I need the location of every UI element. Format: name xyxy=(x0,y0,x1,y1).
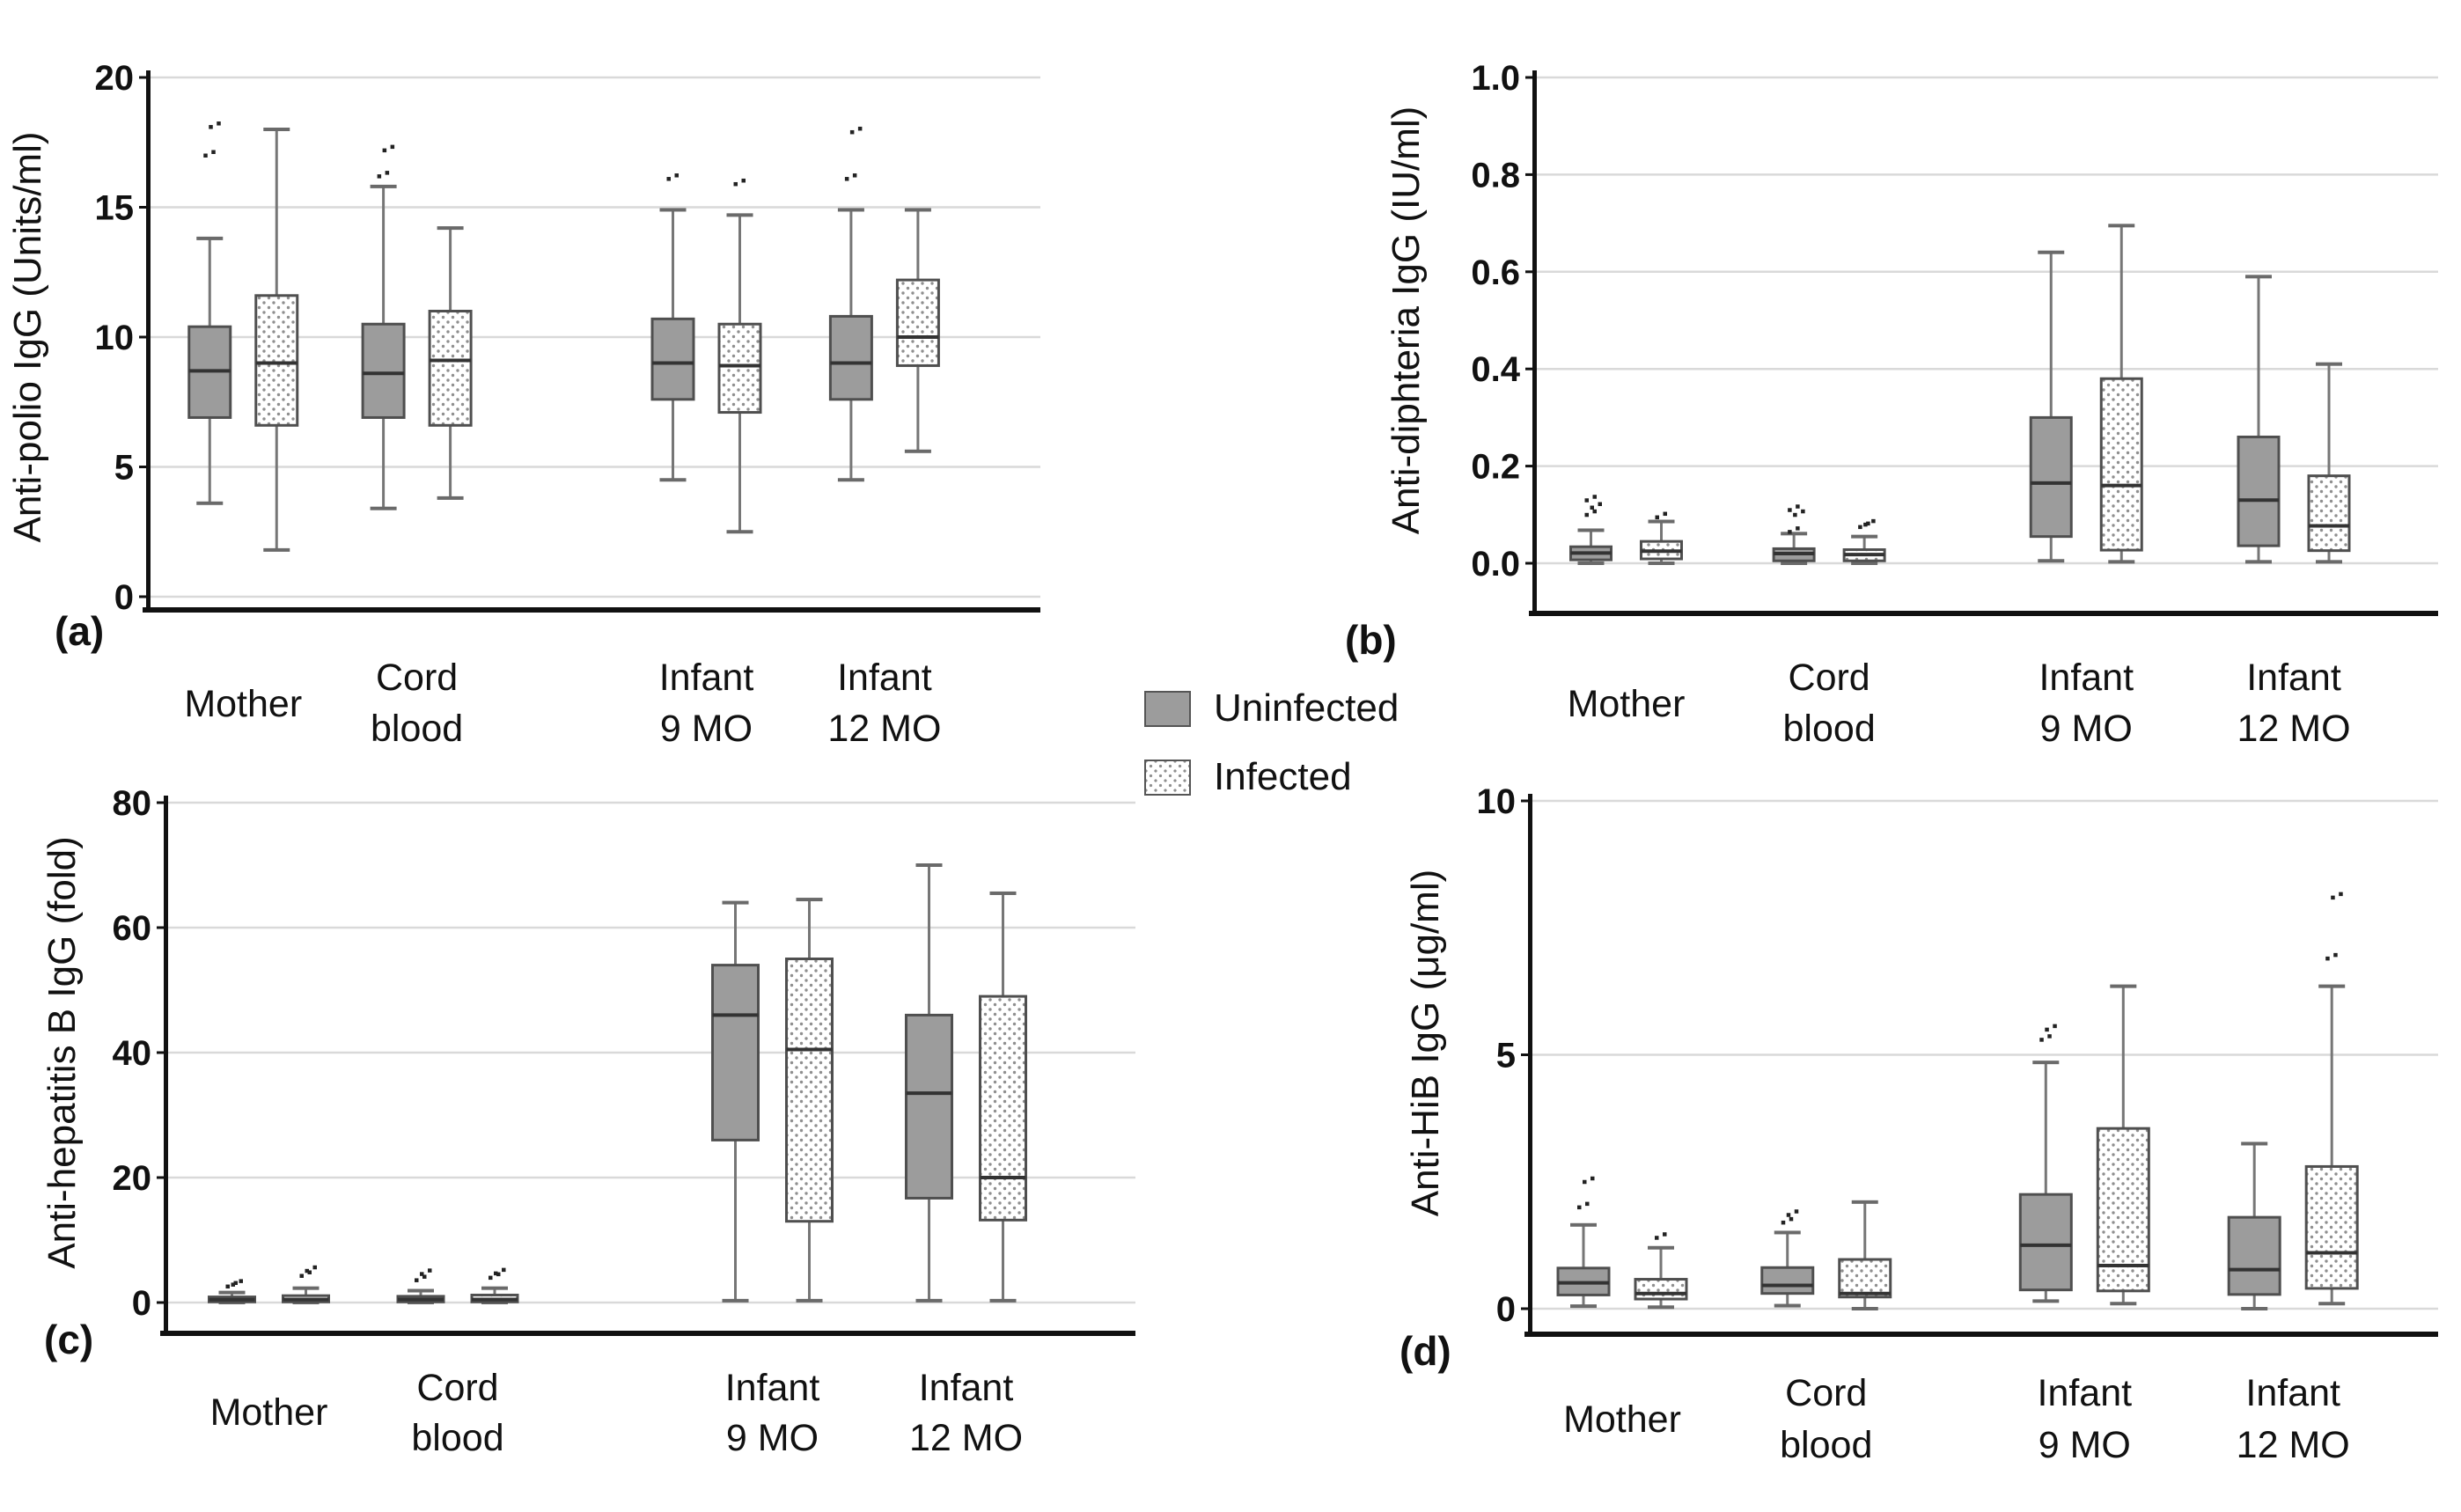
svg-text:Mother: Mother xyxy=(210,1391,328,1434)
svg-text:Infant: Infant xyxy=(2038,1372,2133,1414)
box-d-3-infected xyxy=(2304,892,2359,1306)
svg-text:Mother: Mother xyxy=(184,683,302,725)
uninfected-swatch-icon xyxy=(1144,690,1191,727)
svg-text:9 MO: 9 MO xyxy=(2039,1424,2131,1466)
svg-text:Infant: Infant xyxy=(2039,657,2134,699)
box-b-2-uninfected xyxy=(2029,250,2073,563)
svg-text:blood: blood xyxy=(371,708,463,750)
box-d-1-uninfected xyxy=(1760,1209,1815,1308)
box-b-3-uninfected xyxy=(2237,275,2281,564)
box-c-1-uninfected xyxy=(396,1268,445,1304)
box-a-0-uninfected xyxy=(187,121,232,505)
svg-text:5: 5 xyxy=(1496,1037,1516,1075)
box-c-2-uninfected xyxy=(711,900,760,1303)
box-d-0-infected xyxy=(1634,1232,1688,1310)
panel-letter-c: (c) xyxy=(44,1317,94,1362)
svg-text:12 MO: 12 MO xyxy=(827,708,941,750)
infected-swatch-icon xyxy=(1144,759,1191,796)
svg-text:15: 15 xyxy=(95,189,135,228)
box-c-2-infected xyxy=(785,898,834,1303)
panel-a: 0 5 10 15 20 Anti-polio IgG (Units/ml) Mother C… xyxy=(6,59,1040,750)
svg-text:Cord: Cord xyxy=(1789,657,1870,699)
legend-item-infected: Infected xyxy=(1144,755,1399,799)
svg-text:0: 0 xyxy=(114,578,134,617)
panel-b: 0.0 0.2 0.4 0.6 0.8 1.0 Anti-diphteria IgG (IU… xyxy=(1385,59,2438,750)
legend-label-uninfected: Uninfected xyxy=(1214,686,1399,730)
svg-text:Infant: Infant xyxy=(2246,657,2341,699)
svg-text:1.0: 1.0 xyxy=(1471,59,1520,98)
svg-text:60: 60 xyxy=(113,909,152,948)
legend-label-infected: Infected xyxy=(1214,755,1352,798)
box-a-2-infected xyxy=(717,178,762,534)
svg-text:Cord: Cord xyxy=(416,1367,498,1409)
svg-text:Infant: Infant xyxy=(837,657,932,699)
svg-text:80: 80 xyxy=(113,784,152,823)
box-a-1-uninfected xyxy=(361,144,406,510)
svg-text:5: 5 xyxy=(114,449,134,488)
svg-text:Infant: Infant xyxy=(919,1367,1014,1409)
svg-text:20: 20 xyxy=(95,59,135,98)
box-d-1-infected xyxy=(1838,1200,1892,1310)
svg-text:0.4: 0.4 xyxy=(1471,350,1520,389)
svg-text:0.0: 0.0 xyxy=(1471,545,1520,584)
svg-text:12 MO: 12 MO xyxy=(2237,708,2350,750)
svg-text:Anti-diphteria IgG (IU/ml): Anti-diphteria IgG (IU/ml) xyxy=(1385,106,1428,535)
box-d-0-uninfected xyxy=(1556,1176,1611,1309)
panel-letter-a: (a) xyxy=(55,608,105,654)
svg-text:Anti-HiB IgG (μg/ml): Anti-HiB IgG (μg/ml) xyxy=(1404,870,1447,1217)
box-c-0-uninfected xyxy=(208,1279,256,1304)
box-a-3-infected xyxy=(895,208,940,453)
svg-text:0.6: 0.6 xyxy=(1471,253,1520,292)
svg-text:0.8: 0.8 xyxy=(1471,156,1520,195)
svg-text:0.2: 0.2 xyxy=(1471,448,1520,487)
svg-text:20: 20 xyxy=(113,1159,152,1198)
svg-text:blood: blood xyxy=(411,1417,503,1459)
legend: Uninfected Infected xyxy=(1144,686,1399,824)
box-a-1-infected xyxy=(428,226,473,500)
svg-text:40: 40 xyxy=(113,1034,152,1073)
box-a-3-uninfected xyxy=(828,126,873,482)
box-b-3-infected xyxy=(2307,362,2351,564)
panel-c: 0 20 40 60 80 Anti-hepatitis B IgG (fold) Moth… xyxy=(40,784,1135,1459)
panel-letter-d: (d) xyxy=(1399,1328,1451,1374)
svg-text:0: 0 xyxy=(132,1284,151,1323)
box-d-2-infected xyxy=(2096,984,2150,1306)
box-a-2-uninfected xyxy=(650,173,695,482)
box-b-1-infected xyxy=(1842,518,1886,565)
svg-text:blood: blood xyxy=(1783,708,1876,750)
box-c-1-infected xyxy=(470,1267,519,1304)
legend-item-uninfected: Uninfected xyxy=(1144,686,1399,730)
svg-text:Infant: Infant xyxy=(659,657,754,699)
svg-text:Infant: Infant xyxy=(2245,1372,2340,1414)
svg-text:10: 10 xyxy=(1477,782,1517,821)
box-a-0-infected xyxy=(254,128,299,552)
box-c-3-infected xyxy=(979,891,1027,1303)
svg-text:9 MO: 9 MO xyxy=(660,708,753,750)
svg-text:Infant: Infant xyxy=(725,1367,820,1409)
svg-text:Anti-hepatitis B IgG (fold): Anti-hepatitis B IgG (fold) xyxy=(40,836,84,1269)
svg-text:Cord: Cord xyxy=(376,657,458,699)
svg-text:Mother: Mother xyxy=(1568,683,1686,725)
box-b-0-infected xyxy=(1640,511,1683,565)
box-b-1-uninfected xyxy=(1772,504,1816,565)
svg-text:Anti-polio IgG (Units/ml): Anti-polio IgG (Units/ml) xyxy=(6,131,49,542)
svg-text:9 MO: 9 MO xyxy=(726,1417,819,1459)
svg-text:blood: blood xyxy=(1780,1424,1872,1466)
svg-text:Cord: Cord xyxy=(1785,1372,1867,1414)
svg-text:12 MO: 12 MO xyxy=(909,1417,1023,1459)
panel-letter-b: (b) xyxy=(1345,617,1397,663)
svg-text:9 MO: 9 MO xyxy=(2040,708,2133,750)
svg-text:12 MO: 12 MO xyxy=(2237,1424,2350,1466)
box-b-0-uninfected xyxy=(1569,495,1613,565)
svg-text:0: 0 xyxy=(1496,1290,1516,1329)
box-b-2-infected xyxy=(2099,224,2143,564)
panel-d: 0 5 10 Anti-HiB IgG (μg/ml) Mother Cord blood I… xyxy=(1404,782,2438,1466)
box-d-2-uninfected xyxy=(2018,1024,2073,1303)
svg-text:10: 10 xyxy=(95,319,135,357)
svg-text:Mother: Mother xyxy=(1563,1398,1681,1441)
box-c-3-uninfected xyxy=(905,863,953,1303)
box-d-3-uninfected xyxy=(2227,1141,2281,1310)
box-c-0-infected xyxy=(282,1265,330,1304)
